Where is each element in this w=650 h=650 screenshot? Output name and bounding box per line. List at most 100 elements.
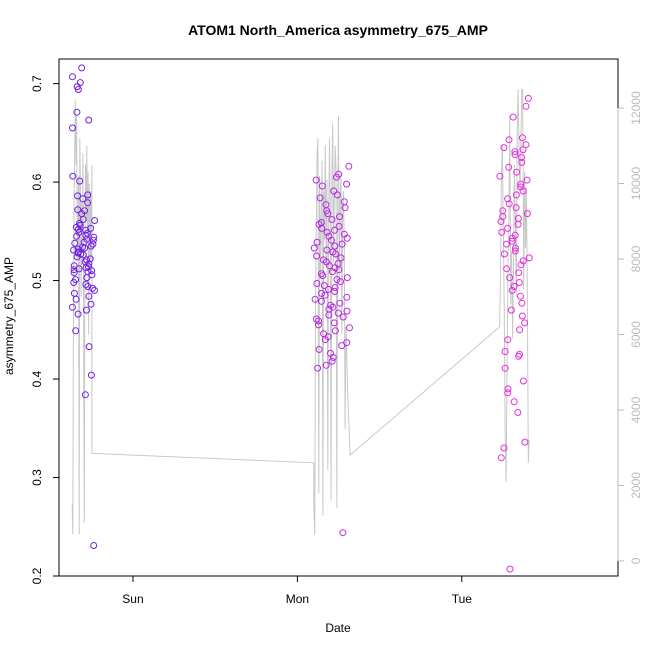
data-point <box>515 279 523 286</box>
data-point <box>343 234 351 242</box>
data-point <box>79 251 87 259</box>
data-point <box>517 292 524 300</box>
data-point <box>83 306 90 314</box>
data-point <box>331 226 338 234</box>
data-point <box>321 291 329 299</box>
data-point <box>517 261 525 269</box>
data-point <box>78 64 86 72</box>
data-point <box>518 158 526 166</box>
data-point <box>503 265 511 273</box>
data-point <box>332 250 340 258</box>
data-point <box>328 357 336 365</box>
data-point <box>69 172 77 180</box>
data-point <box>327 301 335 309</box>
data-point <box>70 266 78 274</box>
data-point <box>506 274 514 282</box>
data-point <box>337 254 345 262</box>
data-point <box>84 199 92 207</box>
y2-tick-label: 10000 <box>629 167 643 201</box>
data-point <box>512 244 519 252</box>
data-point <box>313 280 321 287</box>
data-point <box>90 233 98 241</box>
data-point <box>325 285 332 293</box>
data-point <box>516 326 524 334</box>
data-point <box>508 234 516 242</box>
series-line <box>71 88 530 535</box>
data-point <box>511 247 519 255</box>
data-point <box>519 377 527 385</box>
y-axis-label: asymmetry_675_AMP <box>2 257 16 375</box>
x-tick-label: Tue <box>452 592 473 606</box>
data-point <box>313 238 321 246</box>
data-point <box>85 343 93 351</box>
y-tick-label: 0.4 <box>30 370 44 387</box>
x-tick-label: Mon <box>286 592 309 606</box>
data-point <box>68 303 76 311</box>
data-point <box>315 321 322 329</box>
point-series <box>68 64 533 573</box>
data-point <box>524 94 532 102</box>
data-point <box>70 262 78 270</box>
data-point <box>72 327 80 335</box>
data-point <box>518 312 526 320</box>
data-point <box>346 324 353 332</box>
data-point <box>521 319 529 327</box>
data-point <box>497 218 505 225</box>
data-point <box>75 265 83 273</box>
line-series <box>71 88 530 535</box>
data-point <box>522 102 530 110</box>
data-point <box>82 231 90 239</box>
data-point <box>336 213 344 221</box>
data-point <box>330 187 338 195</box>
data-point <box>79 195 87 203</box>
data-point <box>85 292 93 300</box>
data-point <box>330 319 338 327</box>
data-point <box>74 192 82 200</box>
data-point <box>525 254 533 262</box>
data-point <box>89 240 97 248</box>
data-point <box>310 244 318 252</box>
data-point <box>514 220 522 228</box>
data-point <box>83 274 91 282</box>
data-point <box>333 173 340 181</box>
data-point <box>504 389 512 397</box>
data-point <box>508 286 516 294</box>
data-point <box>318 270 325 278</box>
data-point <box>318 182 326 190</box>
data-point <box>84 191 92 199</box>
data-point <box>499 213 507 221</box>
chart-title: ATOM1 North_America asymmetry_675_AMP <box>188 22 488 38</box>
data-point <box>518 154 525 161</box>
data-point <box>86 255 94 263</box>
data-point <box>76 177 84 185</box>
data-point <box>339 313 347 321</box>
data-point <box>523 210 531 218</box>
data-point <box>323 228 331 236</box>
data-point <box>91 286 98 294</box>
y2-tick-label: 6000 <box>629 321 643 348</box>
data-point <box>511 151 519 158</box>
y2-tick-label: 8000 <box>629 245 643 272</box>
data-point <box>343 307 351 315</box>
data-point <box>515 352 523 360</box>
data-point <box>325 311 333 319</box>
y2-tick-label: 4000 <box>629 396 643 423</box>
data-point <box>90 542 98 549</box>
data-point <box>506 565 514 573</box>
data-point <box>518 134 526 142</box>
data-point <box>338 342 346 350</box>
data-point <box>312 315 320 323</box>
y2-tick-label: 0 <box>629 557 643 564</box>
y2-tick-label: 12000 <box>629 91 643 125</box>
data-point <box>496 172 504 180</box>
y-tick-label: 0.7 <box>30 75 44 92</box>
data-point <box>314 364 322 372</box>
data-point <box>343 274 351 282</box>
data-point <box>315 346 323 353</box>
data-point <box>74 86 82 93</box>
data-point <box>81 244 89 252</box>
x-axis-label: Date <box>325 621 351 635</box>
data-point <box>313 252 321 260</box>
data-point <box>510 283 518 290</box>
